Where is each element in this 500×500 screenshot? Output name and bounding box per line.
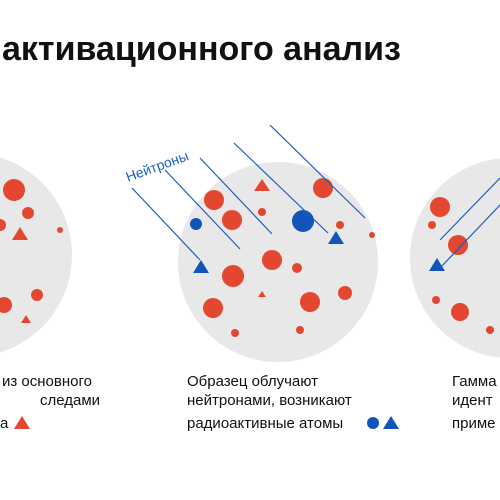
caption-line: а	[0, 415, 9, 432]
caption-line: приме	[452, 415, 496, 432]
icon	[367, 417, 379, 429]
sample-disk	[0, 157, 72, 353]
neutron-rays	[131, 124, 366, 261]
caption-line: радиоактивные атомы	[187, 415, 343, 432]
caption-line: следами	[40, 392, 100, 409]
caption-line: Образец облучают	[187, 373, 318, 390]
caption-line: нейтронами, возникают	[187, 392, 352, 409]
atoms	[0, 179, 63, 323]
caption-line: из основного	[2, 373, 92, 390]
gamma-rays	[439, 177, 500, 269]
title: активационного анализ	[2, 30, 401, 68]
atoms	[190, 178, 375, 337]
neutrons-label: Нейтроны	[124, 147, 191, 184]
sample-disk	[410, 158, 500, 358]
icon	[14, 416, 30, 429]
caption-line: идент	[452, 392, 493, 409]
atoms	[428, 197, 494, 334]
icon	[383, 416, 399, 429]
caption-line: Гамма	[452, 373, 497, 390]
